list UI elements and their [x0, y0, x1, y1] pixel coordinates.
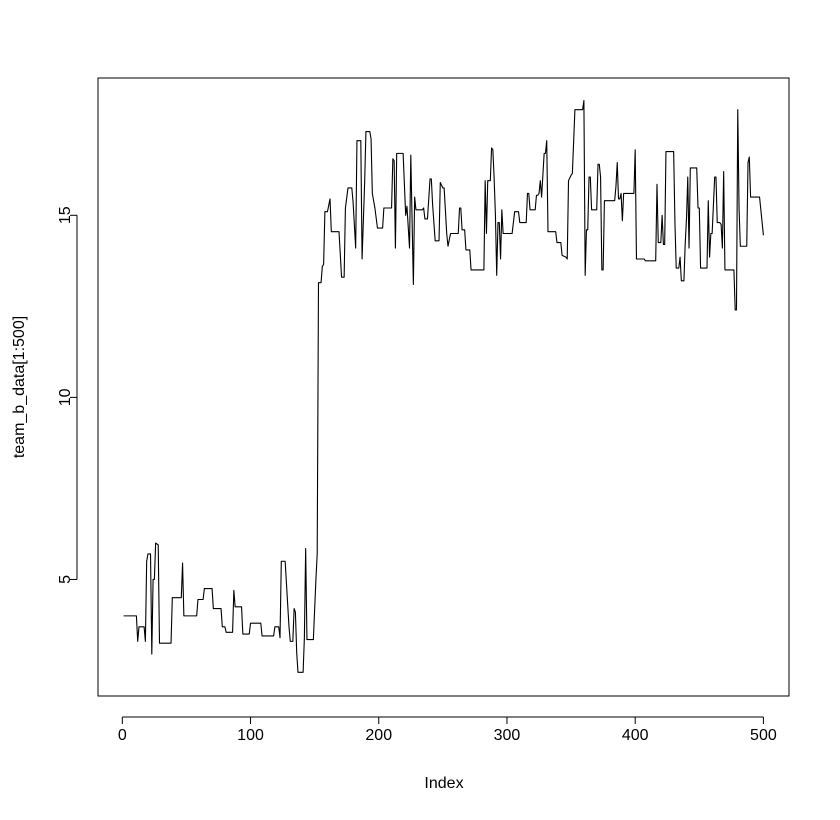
x-tick-label: 300 — [494, 727, 521, 744]
x-tick-label: 200 — [365, 727, 392, 744]
data-line — [123, 100, 764, 673]
y-tick-label: 5 — [57, 575, 74, 584]
y-tick-label: 10 — [57, 388, 74, 406]
y-axis-label: team_b_data[1:500] — [11, 316, 28, 458]
plot-frame — [97, 77, 790, 697]
y-tick-label: 15 — [57, 206, 74, 224]
x-tick-label: 500 — [750, 727, 777, 744]
x-axis-label: Index — [424, 775, 463, 792]
x-tick-label: 0 — [118, 727, 127, 744]
x-tick-label: 100 — [237, 727, 264, 744]
x-tick-label: 400 — [622, 727, 649, 744]
